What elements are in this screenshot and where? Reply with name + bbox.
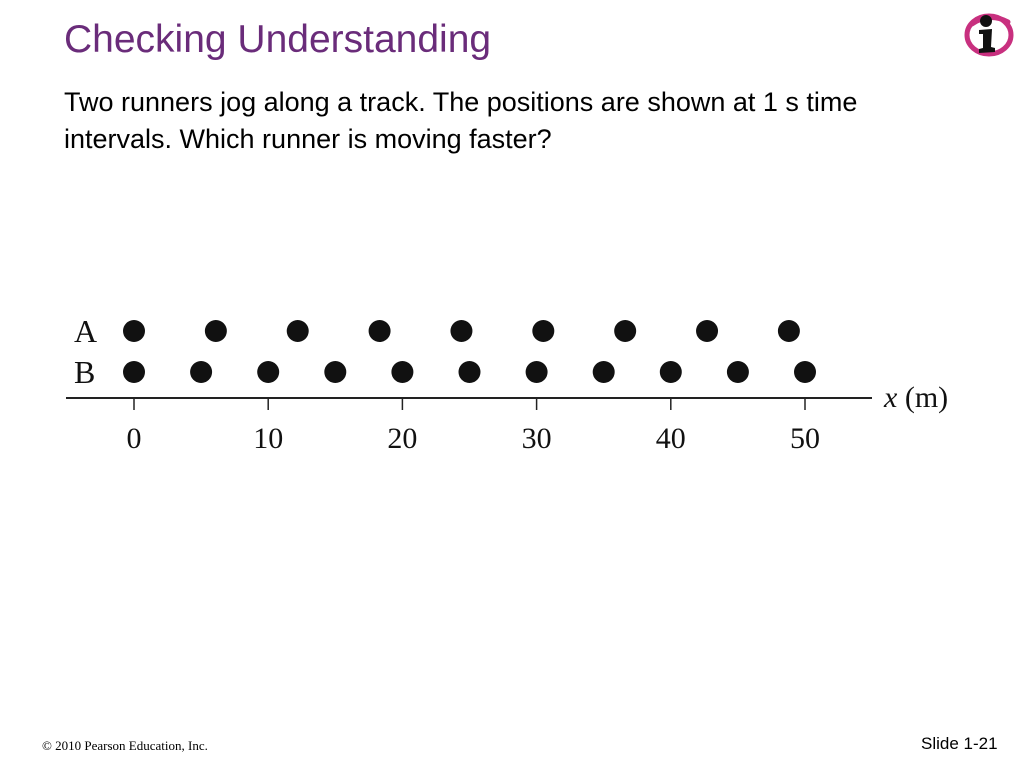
runner-b-position-dot <box>794 361 816 383</box>
runner-a-position-dot <box>204 320 227 342</box>
slide-title: Checking Understanding <box>64 18 492 61</box>
runner-b-position-dot <box>324 361 347 383</box>
runner-a-position-dot <box>123 320 145 342</box>
runner-b-position-dot <box>525 361 548 383</box>
runner-a-position-dot <box>532 320 555 342</box>
runner-a-position-dot <box>450 320 473 342</box>
runner-b-position-dot <box>726 361 749 383</box>
runner-a-position-dot <box>696 320 719 342</box>
x-tick-label: 20 <box>387 422 417 455</box>
runner-a-position-dot <box>614 320 637 342</box>
runner-a-position-dot <box>286 320 309 342</box>
runner-label-b: B <box>74 354 95 390</box>
runner-label-a: A <box>74 313 97 349</box>
info-i-logo-icon <box>962 8 1016 60</box>
motion-diagram: 0 10 20 30 40 50 x (m) A B <box>60 300 980 470</box>
runner-a-position-dot <box>368 320 391 342</box>
x-tick-label: 10 <box>253 422 283 455</box>
runner-b-position-dot <box>391 361 414 383</box>
x-tick-label: 0 <box>127 422 142 455</box>
x-tick-label: 40 <box>656 422 686 455</box>
runner-b-position-dot <box>592 361 615 383</box>
slide-number: Slide 1-21 <box>921 734 998 753</box>
runner-b-position-dot <box>257 361 280 383</box>
runner-b-position-dot <box>458 361 481 383</box>
runner-b-position-dot <box>190 361 213 383</box>
runner-b-position-dot <box>123 361 145 383</box>
runner-b-position-dot <box>659 361 682 383</box>
x-tick-label: 30 <box>522 422 552 455</box>
runner-a-position-dot <box>777 320 800 342</box>
x-tick-label: 50 <box>790 422 820 455</box>
question-text: Two runners jog along a track. The posit… <box>64 87 858 154</box>
x-axis-label: x (m) <box>883 381 948 414</box>
footer-copyright: © 2010 Pearson Education, Inc. <box>42 738 208 753</box>
